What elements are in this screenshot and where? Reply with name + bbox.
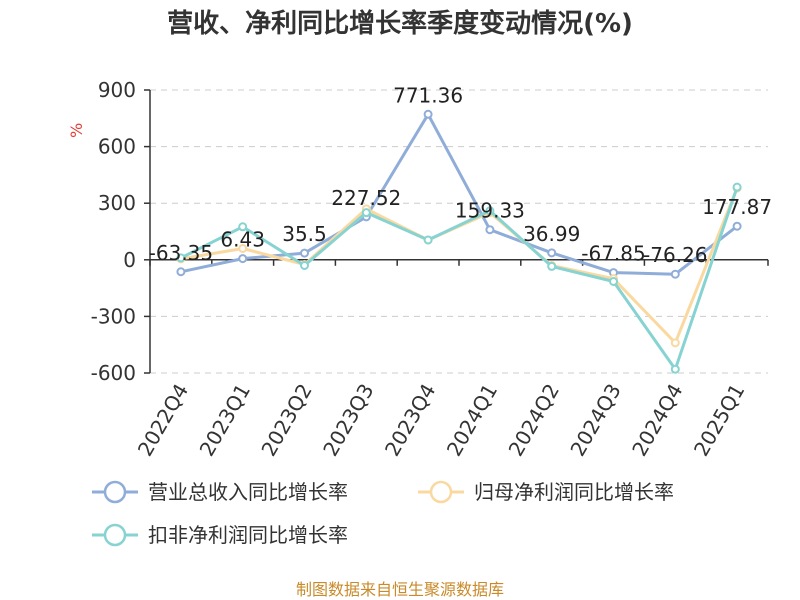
- x-tick-label: 2024Q4: [627, 380, 687, 461]
- data-point: [300, 260, 309, 270]
- data-point: [547, 248, 557, 258]
- legend-label: 归母净利润同比增长率: [474, 480, 674, 504]
- x-tick-label: 2024Q1: [442, 380, 502, 461]
- x-tick-label: 2022Q4: [133, 380, 193, 461]
- data-label: 227.52: [331, 186, 401, 210]
- series-line: [180, 186, 739, 371]
- data-point: [485, 206, 495, 216]
- legend-item-2[interactable]: 归母净利润同比增长率: [418, 480, 674, 504]
- y-tick-label: 300: [98, 191, 136, 215]
- data-point: [238, 222, 248, 232]
- y-tick-label: -300: [91, 304, 136, 328]
- data-label: 35.5: [282, 222, 327, 246]
- data-point: [609, 276, 618, 286]
- x-tick-label: 2023Q4: [380, 379, 440, 460]
- legend-marker: [429, 480, 453, 504]
- legend-item-1[interactable]: 营业总收入同比增长率: [92, 480, 348, 504]
- data-label: -76.26: [643, 243, 707, 267]
- y-tick-label: 900: [98, 78, 136, 102]
- x-tick-label: 2023Q1: [195, 380, 255, 461]
- data-label: -63.35: [149, 241, 213, 265]
- data-point: [238, 243, 248, 253]
- y-tick-label: 0: [123, 248, 136, 272]
- data-label: -67.85: [581, 242, 645, 266]
- legend-marker: [103, 480, 127, 504]
- data-point: [732, 221, 742, 231]
- source-note: 制图数据来自恒生聚源数据库: [296, 580, 504, 599]
- legend-item-3[interactable]: 扣非净利润同比增长率: [92, 523, 348, 547]
- series-3: [176, 182, 742, 374]
- data-point: [670, 364, 680, 374]
- x-tick-label: 2023Q3: [318, 380, 378, 461]
- y-tick-label: -600: [91, 361, 136, 385]
- data-label: 771.36: [393, 83, 463, 107]
- data-point: [176, 267, 186, 277]
- data-label: 159.33: [455, 199, 525, 223]
- data-point: [547, 261, 557, 271]
- data-point: [670, 338, 680, 348]
- data-label: 177.87: [702, 195, 772, 219]
- data-point: [300, 248, 309, 258]
- legend-label: 营业总收入同比增长率: [148, 480, 348, 504]
- data-point: [361, 208, 371, 218]
- grid: [150, 89, 768, 374]
- x-tick-label: 2024Q3: [565, 380, 625, 461]
- chart-title: 营收、净利同比增长率季度变动情况(%): [167, 8, 633, 39]
- y-tick-label: 600: [98, 135, 136, 159]
- series-layer: [176, 109, 742, 374]
- x-tick-label: 2024Q2: [504, 380, 564, 461]
- data-point: [423, 235, 433, 245]
- data-label: 6.43: [220, 228, 265, 252]
- legend-marker: [103, 523, 127, 547]
- data-point: [423, 109, 433, 119]
- y-axis-unit: %: [67, 123, 86, 138]
- data-point: [732, 182, 742, 192]
- data-point: [485, 225, 495, 235]
- legend-label: 扣非净利润同比增长率: [148, 523, 348, 547]
- data-point: [238, 254, 248, 264]
- data-point: [670, 269, 680, 279]
- data-point: [176, 253, 186, 263]
- data-label: 36.99: [523, 222, 580, 246]
- x-tick-label: 2023Q2: [256, 380, 316, 461]
- x-tick-label: 2025Q1: [689, 380, 749, 461]
